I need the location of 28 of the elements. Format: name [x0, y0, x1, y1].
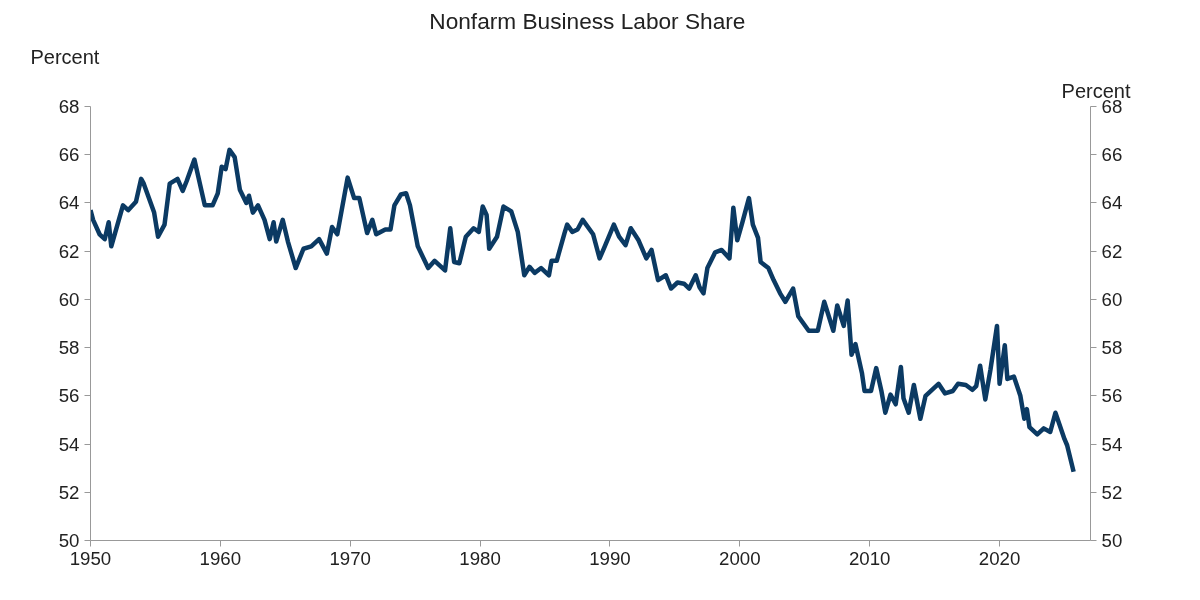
- line-series: [90, 147, 1076, 475]
- y-tick-label: 52: [58, 481, 80, 503]
- y-tick-label: 58: [58, 337, 80, 359]
- y2-tick-label: 54: [1101, 433, 1123, 455]
- y2-tick-label: 64: [1101, 192, 1123, 214]
- y2-tick-label: 58: [1101, 337, 1123, 359]
- y2-tick-label: 66: [1101, 144, 1123, 166]
- x-tick-label: 1980: [459, 547, 501, 569]
- y2-tick-label: 50: [1101, 530, 1123, 551]
- y-tick-label: 60: [58, 288, 80, 310]
- x-tick-label: 2010: [848, 547, 891, 569]
- chart-title: Nonfarm Business Labor Share: [429, 7, 746, 34]
- y2-tick-label: 60: [1101, 288, 1123, 310]
- x-tick-label: 2020: [978, 547, 1021, 569]
- y-tick-label: 68: [58, 96, 80, 117]
- x-tick-label: 1970: [329, 547, 371, 569]
- y-tick-label: 64: [58, 192, 80, 214]
- y-tick-label: 56: [58, 385, 80, 407]
- x-tick-label: 1990: [589, 547, 631, 569]
- x-tick-label: 1960: [199, 547, 242, 569]
- y-tick-label: 54: [58, 433, 80, 455]
- y-tick-label: 66: [58, 144, 80, 166]
- y2-tick-label: 56: [1101, 385, 1123, 407]
- x-tick-label: 2000: [719, 547, 761, 569]
- y2-tick-label: 52: [1101, 481, 1123, 503]
- y2-tick-label: 62: [1101, 240, 1123, 262]
- y-axis-title: Percent: [30, 45, 100, 68]
- y-tick-label: 62: [58, 240, 80, 262]
